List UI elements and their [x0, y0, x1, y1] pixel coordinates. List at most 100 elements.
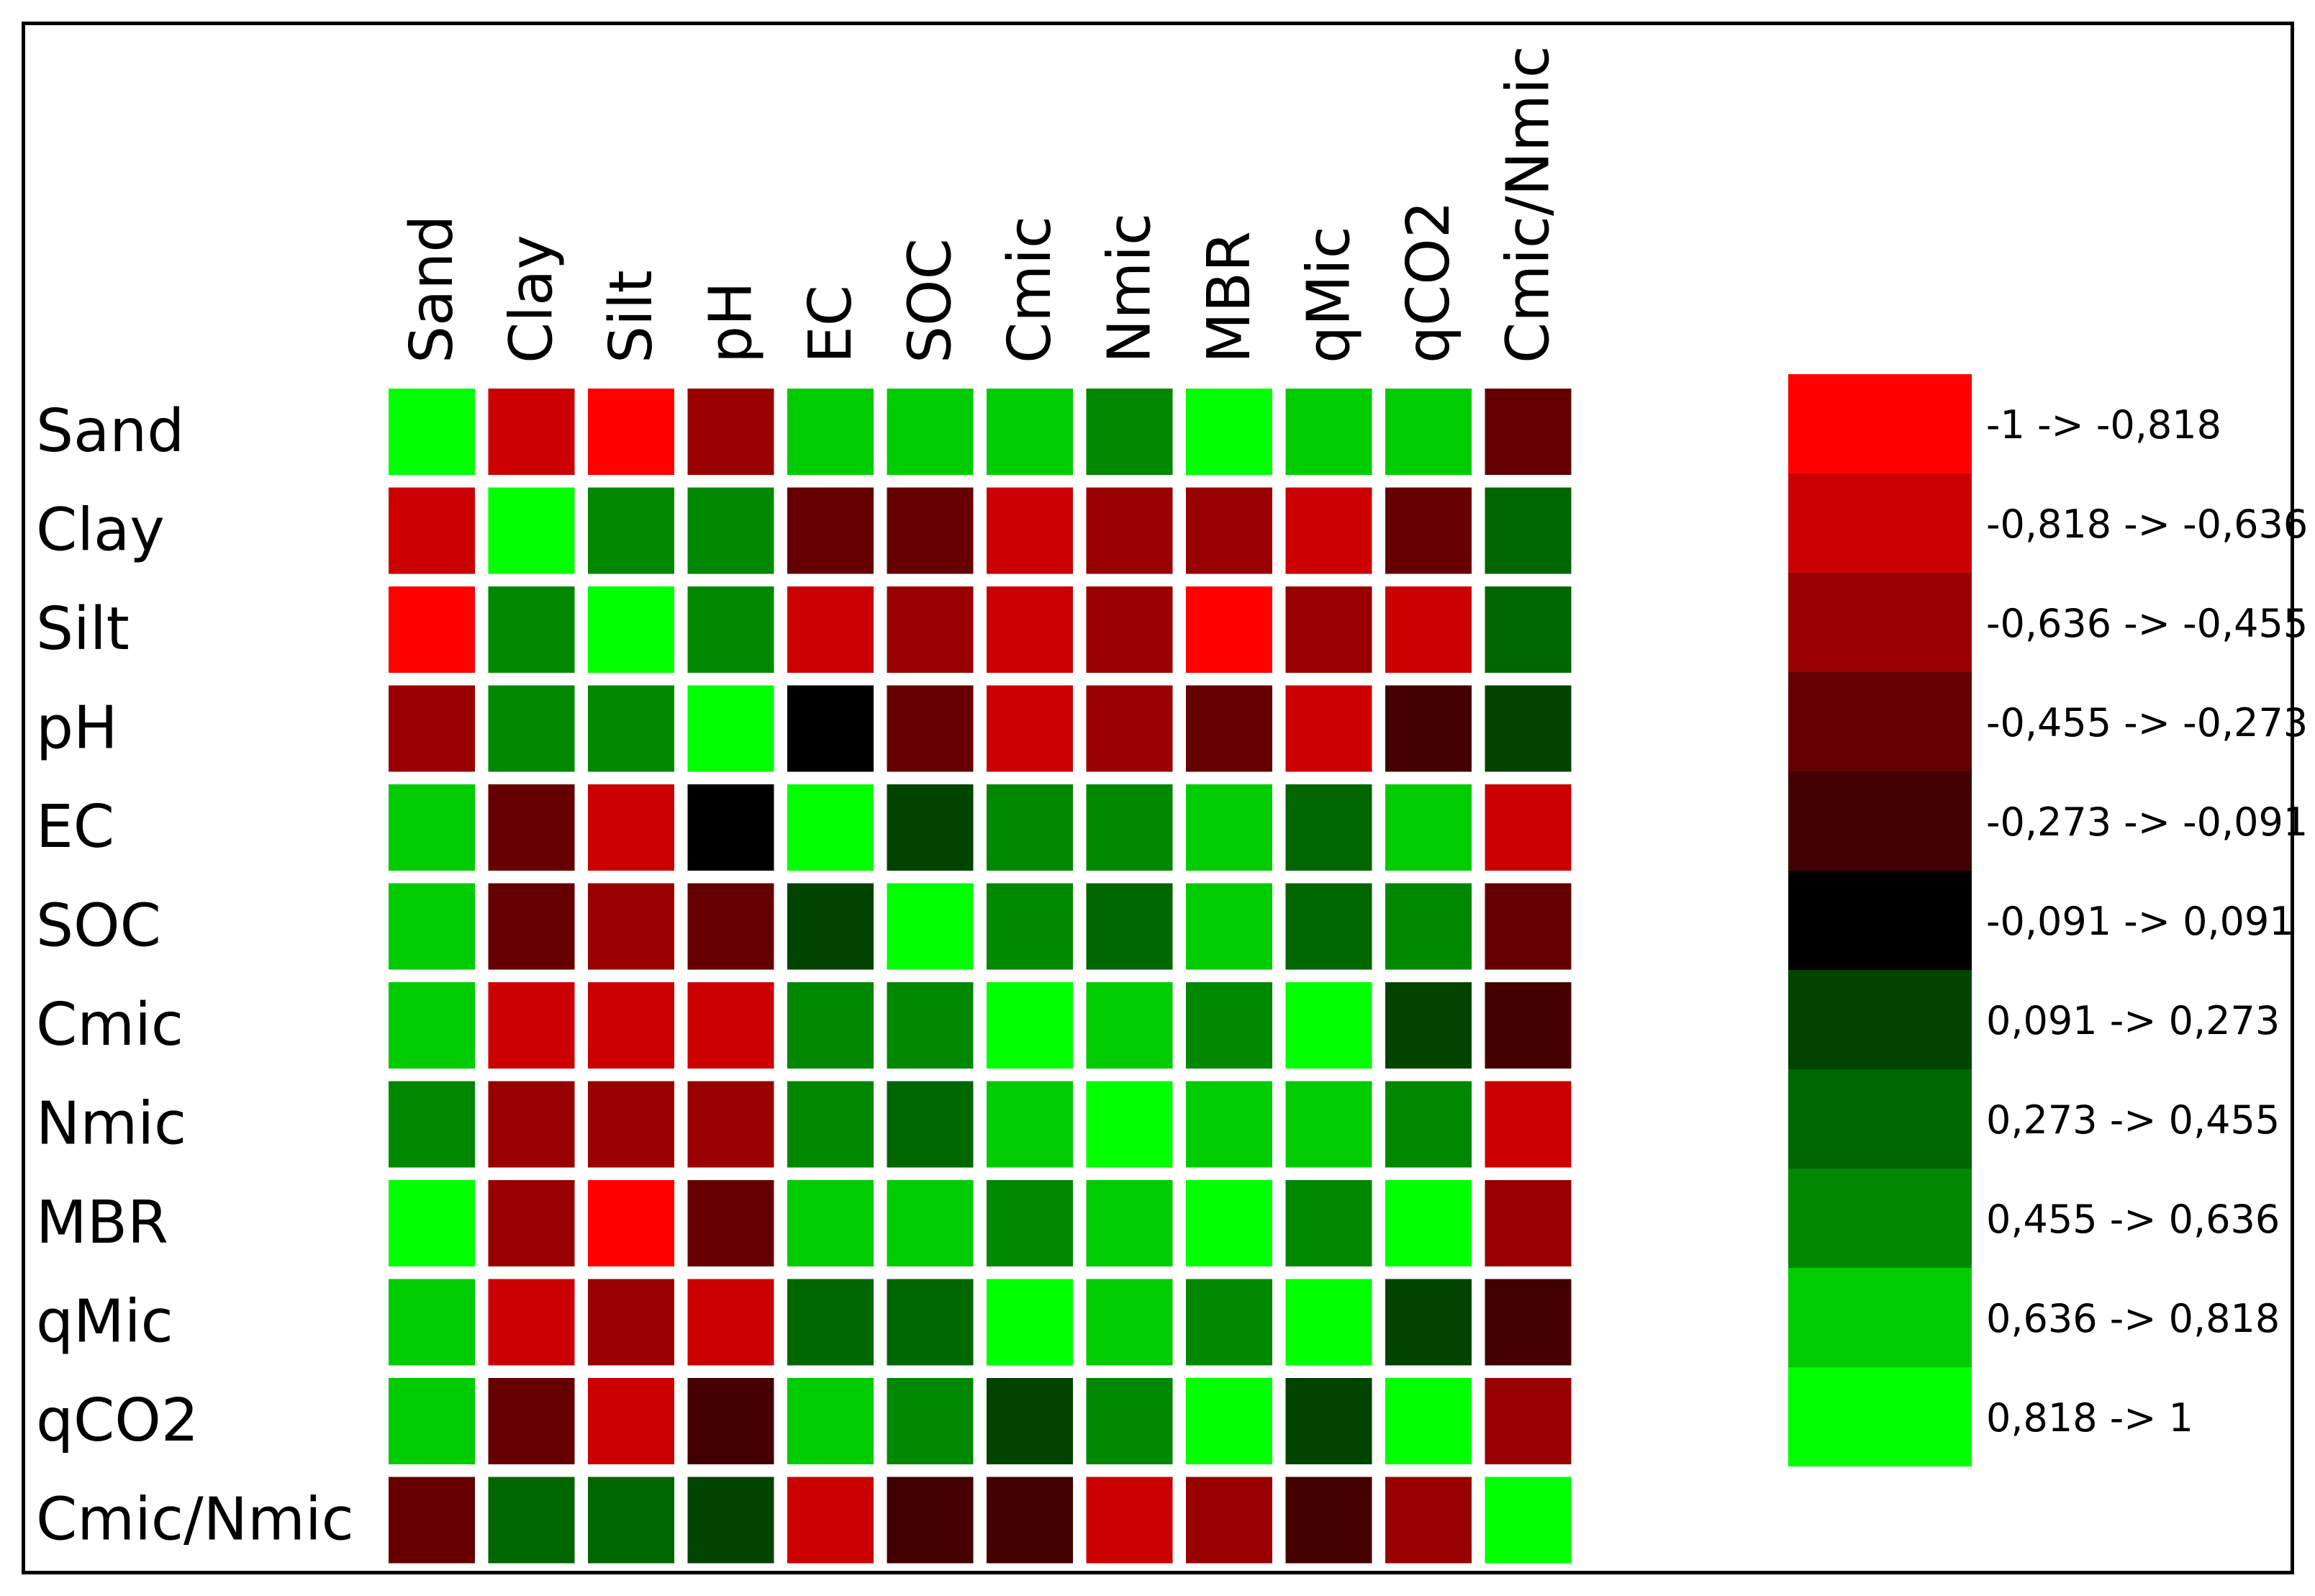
heatmap-cell — [488, 685, 575, 772]
heatmap-cell — [1385, 1477, 1472, 1564]
column-label: Nmic — [1096, 213, 1164, 363]
heatmap-cell — [887, 1378, 974, 1464]
heatmap-cell — [1186, 389, 1272, 475]
heatmap-cell — [987, 586, 1073, 673]
column-label: SOC — [897, 238, 965, 363]
heatmap-cell — [389, 1477, 475, 1564]
heatmap-cell — [1186, 1378, 1272, 1464]
heatmap-cell — [1086, 1477, 1173, 1564]
heatmap-cell — [1086, 982, 1173, 1069]
heatmap-cell — [389, 685, 475, 772]
heatmap-cell — [1385, 982, 1472, 1069]
heatmap-cell — [488, 1180, 575, 1266]
heatmap-cell — [588, 1279, 674, 1366]
heatmap-cell — [787, 685, 874, 772]
heatmap-cell — [887, 389, 974, 475]
heatmap-cell — [1086, 487, 1173, 574]
heatmap-cell — [987, 1378, 1073, 1464]
heatmap-cell — [1485, 883, 1572, 970]
heatmap-cell — [987, 1279, 1073, 1366]
heatmap-cell — [987, 389, 1073, 475]
heatmap-cell — [389, 982, 475, 1069]
heatmap-cell — [987, 784, 1073, 871]
heatmap-cell — [1385, 1081, 1472, 1168]
heatmap-cell — [488, 883, 575, 970]
heatmap-cells — [389, 389, 1572, 1564]
column-label: Silt — [597, 270, 666, 363]
heatmap-cell — [389, 1378, 475, 1464]
heatmap-cell — [1186, 586, 1272, 673]
heatmap-cell — [887, 982, 974, 1069]
legend-swatch — [1788, 1268, 1972, 1367]
heatmap-cell — [787, 586, 874, 673]
heatmap-cell — [588, 389, 674, 475]
heatmap-cell — [1186, 1180, 1272, 1266]
column-label: Clay — [498, 235, 566, 363]
heatmap-cell — [1186, 982, 1272, 1069]
heatmap-cell — [1485, 685, 1572, 772]
heatmap-cell — [1485, 784, 1572, 871]
heatmap-cell — [1285, 487, 1372, 574]
heatmap-cell — [787, 982, 874, 1069]
heatmap-cell — [687, 389, 774, 475]
heatmap-cell — [887, 1279, 974, 1366]
column-labels: Sand Clay Silt pH EC SOC Cmic Nmic MBR qMic qCO2 Cm… — [398, 45, 1563, 363]
row-label: SOC — [36, 892, 161, 961]
column-label: qMic — [1295, 226, 1364, 363]
heatmap-cell — [1385, 685, 1472, 772]
heatmap-cell — [1186, 685, 1272, 772]
heatmap-cell — [488, 784, 575, 871]
heatmap-cell — [687, 982, 774, 1069]
heatmap-cell — [1385, 1279, 1472, 1366]
heatmap-cell — [1086, 1180, 1173, 1266]
column-label: Sand — [398, 215, 466, 363]
legend-label: 0,273 -> 0,455 — [1986, 1097, 2280, 1143]
heatmap-cell — [787, 883, 874, 970]
heatmap-cell — [1385, 1180, 1472, 1266]
row-labels: Sand Clay Silt pH EC SOC Cmic Nmic MBR qMic qCO2 Cm… — [36, 397, 354, 1554]
row-label: Nmic — [36, 1090, 186, 1159]
heatmap-cell — [987, 1081, 1073, 1168]
column-label: qCO2 — [1395, 201, 1463, 363]
heatmap-cell — [588, 1180, 674, 1266]
legend-swatch — [1788, 1367, 1972, 1466]
heatmap-cell — [1485, 1477, 1572, 1564]
heatmap-cell — [887, 1180, 974, 1266]
heatmap-cell — [787, 784, 874, 871]
heatmap-cell — [488, 982, 575, 1069]
heatmap-cell — [987, 685, 1073, 772]
heatmap-cell — [687, 487, 774, 574]
column-label: Cmic/Nmic — [1495, 45, 1563, 363]
heatmap-cell — [687, 1279, 774, 1366]
heatmap-cell — [1186, 1081, 1272, 1168]
heatmap-cell — [389, 883, 475, 970]
heatmap-cell — [1485, 1279, 1572, 1366]
heatmap-cell — [687, 586, 774, 673]
heatmap-cell — [1086, 389, 1173, 475]
heatmap-cell — [389, 1279, 475, 1366]
heatmap-cell — [1385, 784, 1472, 871]
row-label: Clay — [36, 497, 165, 565]
row-label: Sand — [36, 397, 184, 466]
heatmap-cell — [588, 784, 674, 871]
legend-swatch — [1788, 771, 1972, 871]
heatmap-cell — [887, 1477, 974, 1564]
heatmap-cell — [488, 586, 575, 673]
heatmap-cell — [588, 1081, 674, 1168]
heatmap-cell — [1086, 883, 1173, 970]
heatmap-cell — [1385, 389, 1472, 475]
heatmap-cell — [1285, 1477, 1372, 1564]
heatmap-cell — [1485, 1378, 1572, 1464]
heatmap-cell — [1186, 1279, 1272, 1366]
heatmap-cell — [1086, 685, 1173, 772]
heatmap-cell — [588, 883, 674, 970]
heatmap-cell — [787, 1378, 874, 1464]
color-legend: -1 -> -0,818 -0,818 -> -0,636 -0,636 -> -0… — [1788, 374, 2308, 1466]
column-label: EC — [797, 285, 865, 363]
heatmap-cell — [887, 1081, 974, 1168]
legend-label: 0,455 -> 0,636 — [1986, 1197, 2280, 1242]
heatmap-cell — [1285, 1081, 1372, 1168]
heatmap-cell — [1285, 982, 1372, 1069]
legend-label: 0,091 -> 0,273 — [1986, 998, 2280, 1043]
heatmap-cell — [1086, 784, 1173, 871]
